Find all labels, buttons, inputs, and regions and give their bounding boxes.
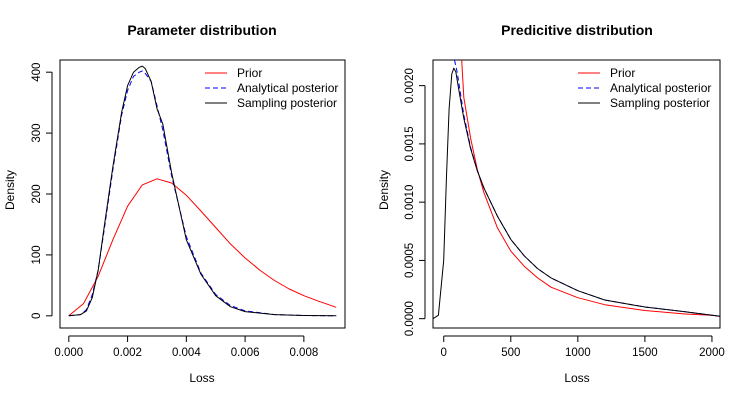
plot-area <box>68 65 337 317</box>
x-tick-label: 0.002 <box>113 347 142 359</box>
series-group <box>68 65 337 317</box>
plot-frame <box>59 59 346 329</box>
legend-entry: Prior <box>610 66 635 80</box>
y-axis: 0.0000 0.0005 0.0010 0.0015 0.0020 <box>404 68 426 336</box>
y-tick-label: 0.0005 <box>404 243 416 278</box>
x-axis: 0.000 0.002 0.004 0.006 0.008 <box>54 335 318 359</box>
y-axis: 0 100 200 300 400 <box>31 63 53 319</box>
x-tick-label: 0.000 <box>54 347 83 359</box>
legend-entry: Analytical posterior <box>237 81 338 95</box>
legend-entry: Sampling posterior <box>610 96 710 110</box>
plot-area <box>433 60 720 320</box>
predictive-distribution-panel: Predicitive distribution Loss Density Pr… <box>377 22 725 385</box>
y-tick-label: 400 <box>31 63 43 82</box>
y-axis-label: Density <box>3 170 17 210</box>
series-line-prior <box>461 60 720 317</box>
y-tick-label: 100 <box>31 245 43 264</box>
legend-entry: Prior <box>237 66 262 80</box>
series-line-sampling-posterior <box>68 65 337 317</box>
x-tick-label: 0.004 <box>172 347 201 359</box>
y-tick-label: 300 <box>31 123 43 142</box>
x-tick-label: 1500 <box>632 347 658 359</box>
x-tick-label: 1000 <box>565 347 591 359</box>
y-tick-label: 0.0020 <box>404 68 416 103</box>
x-tick-label: 500 <box>501 347 520 359</box>
x-axis: 0 500 1000 1500 2000 <box>441 335 725 359</box>
series-group <box>433 60 720 320</box>
x-axis-label: Loss <box>564 371 589 385</box>
x-tick-label: 0 <box>441 347 447 359</box>
legend-entry: Analytical posterior <box>610 81 711 95</box>
legend-entry: Sampling posterior <box>237 96 337 110</box>
y-tick-label: 0.0015 <box>404 126 416 161</box>
y-tick-label: 200 <box>31 184 43 203</box>
parameter-distribution-panel: Parameter distribution Loss Density Prio… <box>3 22 346 385</box>
chart-title: Predicitive distribution <box>501 22 653 38</box>
series-line-sampling-posterior <box>433 67 720 320</box>
y-tick-label: 0.0000 <box>404 301 416 336</box>
series-line-prior <box>68 178 337 317</box>
chart-title: Parameter distribution <box>127 22 276 38</box>
x-axis-label: Loss <box>189 371 214 385</box>
y-axis-label: Density <box>377 170 391 210</box>
y-tick-label: 0 <box>31 313 43 319</box>
x-tick-label: 0.006 <box>231 347 260 359</box>
y-tick-label: 0.0010 <box>404 185 416 220</box>
plot-frame <box>432 59 721 329</box>
x-tick-label: 0.008 <box>289 347 318 359</box>
x-tick-label: 2000 <box>699 347 725 359</box>
